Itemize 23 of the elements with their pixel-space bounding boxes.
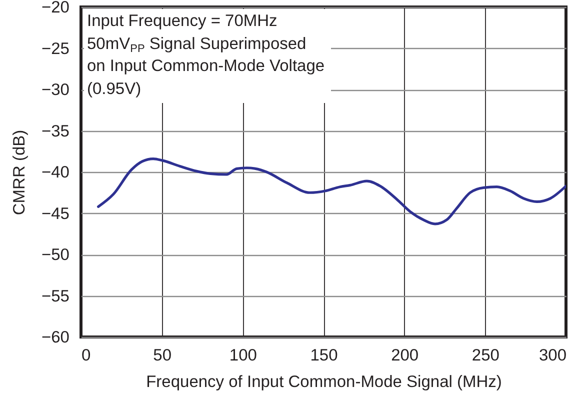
annotation: 50mV$_{PP}$ Signal Superimposed [87, 34, 308, 55]
y-tick-label: −40 [42, 164, 70, 182]
y-axis-title: CMRR (dB) [10, 130, 29, 216]
x-tick-label: 150 [310, 346, 338, 364]
y-tick-label: −30 [42, 81, 70, 99]
x-tick-label: 0 [82, 346, 91, 364]
x-tick-label: 100 [229, 346, 257, 364]
y-tick-label: −60 [42, 328, 70, 346]
y-tick-label: −35 [42, 122, 70, 140]
annotation: (0.95V) [87, 78, 142, 100]
line-series [97, 158, 566, 226]
y-tick-label: −20 [42, 0, 70, 16]
x-tick-label: 50 [153, 346, 172, 364]
y-tick-label: −50 [42, 246, 70, 264]
x-tick-label: 200 [391, 346, 419, 364]
y-tick-label: −45 [42, 204, 70, 223]
annotation: Input Frequency = 70MHz [87, 11, 278, 32]
y-tick-label: −25 [42, 40, 70, 58]
x-tick-label: 300 [538, 346, 566, 364]
annotation: on Input Common-Mode Voltage [87, 56, 325, 77]
x-tick-label: 250 [472, 346, 500, 364]
y-tick-label: −55 [42, 287, 70, 306]
x-axis-title: Frequency of Input Common-Mode Signal (MHz) [146, 373, 502, 391]
